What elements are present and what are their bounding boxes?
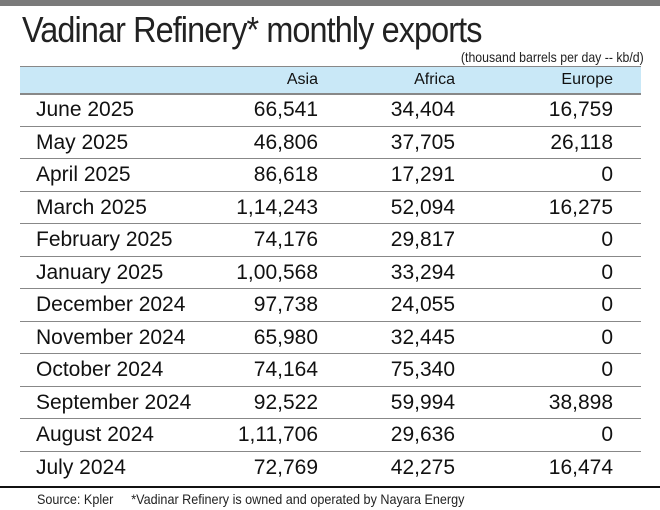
cell-asia: 1,00,568 xyxy=(236,260,318,284)
table-row: June 2025 66,541 34,404 16,759 xyxy=(20,94,641,127)
cell-month: April 2025 xyxy=(36,163,131,186)
table-row: November 2024 65,980 32,445 0 xyxy=(20,322,641,354)
cell-africa: 75,340 xyxy=(390,358,455,381)
cell-africa: 52,094 xyxy=(390,195,455,219)
cell-europe: 16,275 xyxy=(548,195,613,219)
cell-europe: 0 xyxy=(601,163,613,186)
table-row: December 2024 97,738 24,055 0 xyxy=(20,289,641,322)
cell-africa: 29,817 xyxy=(390,228,455,251)
cell-month: February 2025 xyxy=(36,228,173,251)
header-asia: Asia xyxy=(286,71,318,88)
cell-month: October 2024 xyxy=(36,358,164,381)
footnote: *Vadinar Refinery is owned and operated … xyxy=(131,491,465,507)
divider xyxy=(0,486,660,488)
cell-asia: 74,176 xyxy=(253,228,318,251)
cell-africa: 59,994 xyxy=(390,390,455,414)
table-body: June 2025 66,541 34,404 16,759 May 2025 46,80… xyxy=(20,94,641,484)
cell-africa: 33,294 xyxy=(390,260,455,284)
cell-africa: 37,705 xyxy=(390,130,455,154)
cell-europe: 26,118 xyxy=(550,130,613,154)
cell-asia: 65,980 xyxy=(253,325,318,349)
table-header: Asia Africa Europe xyxy=(20,66,641,95)
table-row: March 2025 1,14,243 52,094 16,275 xyxy=(20,192,641,224)
cell-month: November 2024 xyxy=(36,325,186,349)
page-title: Vadinar Refinery* monthly exports xyxy=(22,9,482,50)
header-africa: Africa xyxy=(414,71,455,88)
table-row: August 2024 1,11,706 29,636 0 xyxy=(20,419,641,452)
footer: Source: Kpler *Vadinar Refinery is owned… xyxy=(37,491,464,507)
table-row: October 2024 74,164 75,340 0 xyxy=(20,354,641,387)
cell-month: June 2025 xyxy=(36,98,135,121)
cell-europe: 0 xyxy=(601,293,613,316)
cell-asia: 92,522 xyxy=(253,390,318,414)
cell-africa: 17,291 xyxy=(390,163,455,186)
table-row: April 2025 86,618 17,291 0 xyxy=(20,159,641,192)
cell-asia: 86,618 xyxy=(253,163,318,186)
cell-europe: 0 xyxy=(601,260,613,284)
cell-month: December 2024 xyxy=(36,293,186,316)
table-row: May 2025 46,806 37,705 26,118 xyxy=(20,127,641,159)
cell-asia: 74,164 xyxy=(253,358,318,381)
cell-month: July 2024 xyxy=(36,455,126,479)
table-row: January 2025 1,00,568 33,294 0 xyxy=(20,257,641,289)
cell-africa: 32,445 xyxy=(390,325,455,349)
cell-month: September 2024 xyxy=(36,390,192,414)
cell-africa: 34,404 xyxy=(390,98,455,121)
cell-europe: 0 xyxy=(601,325,613,349)
cell-month: March 2025 xyxy=(36,195,147,219)
cell-month: January 2025 xyxy=(36,260,164,284)
table-row: February 2025 74,176 29,817 0 xyxy=(20,224,641,257)
cell-europe: 0 xyxy=(601,423,613,446)
cell-month: August 2024 xyxy=(36,423,154,446)
cell-asia: 1,14,243 xyxy=(236,195,318,219)
cell-asia: 1,11,706 xyxy=(237,423,318,446)
cell-europe: 0 xyxy=(601,228,613,251)
cell-europe: 0 xyxy=(601,358,613,381)
cell-asia: 72,769 xyxy=(253,455,318,479)
cell-asia: 46,806 xyxy=(253,130,318,154)
cell-africa: 42,275 xyxy=(390,455,455,479)
cell-asia: 97,738 xyxy=(253,293,318,316)
cell-month: May 2025 xyxy=(36,130,129,154)
cell-europe: 16,474 xyxy=(548,455,613,479)
source-note: Source: Kpler xyxy=(37,491,114,507)
table-row: September 2024 92,522 59,994 38,898 xyxy=(20,387,641,419)
table-row: July 2024 72,769 42,275 16,474 xyxy=(20,452,641,485)
units-subtitle: (thousand barrels per day -- kb/d) xyxy=(461,49,644,65)
top-bar xyxy=(0,0,660,6)
cell-africa: 24,055 xyxy=(390,293,455,316)
cell-europe: 38,898 xyxy=(548,390,613,414)
cell-asia: 66,541 xyxy=(253,98,318,121)
header-europe: Europe xyxy=(561,71,613,88)
cell-europe: 16,759 xyxy=(548,98,613,121)
cell-africa: 29,636 xyxy=(390,423,455,446)
